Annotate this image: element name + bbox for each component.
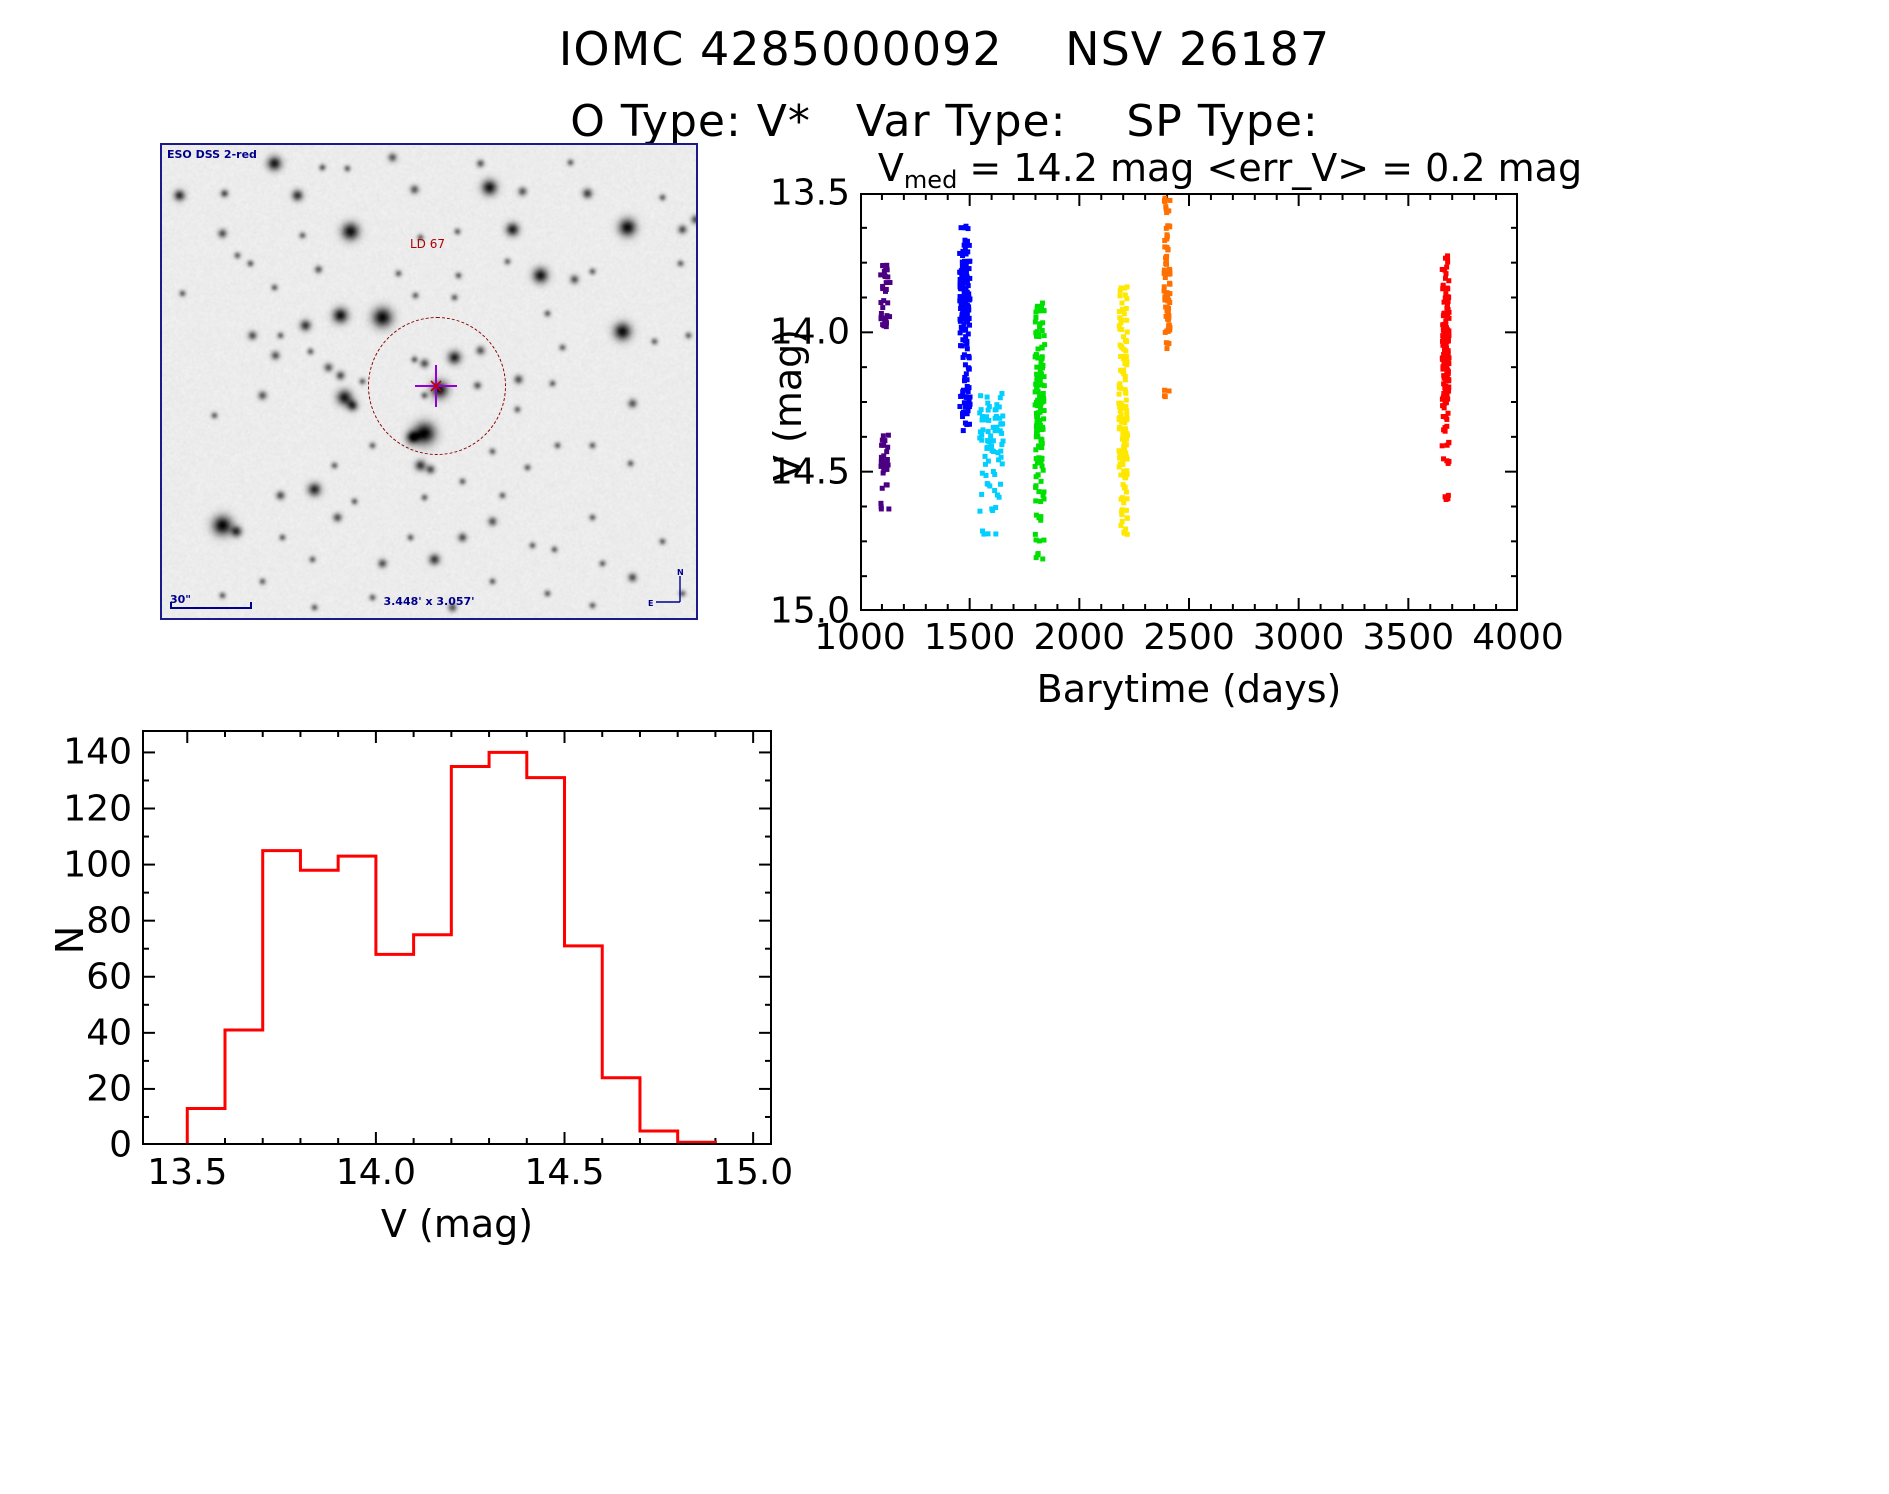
lightcurve-y-tick: 15.0 bbox=[769, 590, 850, 632]
lightcurve-y-tick: 14.0 bbox=[769, 311, 850, 353]
histogram-y-tick: 100 bbox=[63, 844, 132, 886]
lightcurve-x-tick: 2000 bbox=[1033, 617, 1126, 658]
vmed-subscript: med bbox=[903, 166, 958, 194]
lightcurve-x-axis-label: Barytime (days) bbox=[1036, 667, 1342, 711]
target-aperture-circle bbox=[368, 317, 506, 455]
lightcurve-x-tick: 2500 bbox=[1143, 617, 1235, 658]
lightcurve-plot: V (mag) Barytime (days) 13.5 14.0 14.5 15.0… bbox=[766, 173, 1564, 712]
scatter-series-epoch-3 bbox=[977, 391, 1006, 537]
compass-east-label: E bbox=[648, 599, 653, 608]
scalebar-label: 30" bbox=[170, 593, 192, 606]
scalebar-icon bbox=[170, 602, 252, 609]
survey-label: ESO DSS 2-red bbox=[167, 148, 257, 161]
histogram-x-tick: 13.5 bbox=[147, 1152, 228, 1193]
histogram-x-tick: 14.0 bbox=[335, 1152, 416, 1193]
histogram-y-tick: 40 bbox=[86, 1012, 132, 1054]
sky-image-panel: ESO DSS 2-red LD 67 30" 3.448' x 3.057' … bbox=[160, 143, 698, 620]
scatter-series-epoch-7 bbox=[1439, 253, 1452, 502]
compass-north-label: N bbox=[677, 568, 684, 577]
lightcurve-y-tick: 13.5 bbox=[769, 172, 850, 214]
histogram-y-tick: 60 bbox=[86, 956, 132, 998]
compass-rose-icon: N E bbox=[648, 568, 684, 608]
vmed-values: = 14.2 mag <err_V> = 0.2 mag bbox=[957, 146, 1583, 190]
lightcurve-y-tick: 14.5 bbox=[769, 451, 850, 493]
scatter-series-epoch-2 bbox=[957, 223, 973, 434]
histogram-y-tick: 140 bbox=[63, 731, 132, 773]
target-marker-icon bbox=[430, 380, 442, 392]
page-title: IOMC 4285000092 NSV 26187 bbox=[558, 22, 1331, 76]
object-type-line: O Type: V* Var Type: SP Type: bbox=[570, 96, 1319, 147]
lightcurve-x-tick: 1500 bbox=[923, 617, 1016, 658]
lightcurve-x-tick: 3500 bbox=[1362, 617, 1455, 658]
histogram-y-tick: 0 bbox=[109, 1124, 132, 1166]
histogram-y-tick: 120 bbox=[63, 788, 132, 829]
histogram-plot: N V (mag) 0 20 40 60 80 100 120 140 13.5 14.0 14.5… bbox=[48, 730, 793, 1246]
histogram-x-tick: 14.5 bbox=[524, 1152, 605, 1193]
header-block: IOMC 4285000092 NSV 26187 O Type: V* Var… bbox=[0, 0, 1889, 147]
lightcurve-x-tick: 4000 bbox=[1472, 617, 1564, 658]
vmed-symbol: V bbox=[877, 146, 904, 190]
lightcurve-x-tick: 1000 bbox=[814, 617, 906, 658]
histogram-x-axis-label: V (mag) bbox=[380, 1202, 534, 1246]
field-of-view-label: 3.448' x 3.057' bbox=[383, 595, 475, 608]
lightcurve-subtitle: Vmed = 14.2 mag <err_V> = 0.2 mag bbox=[760, 146, 1700, 194]
lightcurve-x-tick: 3000 bbox=[1252, 617, 1345, 658]
lightcurve-y-axis-label: V (mag) bbox=[766, 328, 810, 482]
lightcurve-canvas bbox=[860, 193, 1518, 611]
histogram-x-tick: 15.0 bbox=[713, 1152, 794, 1193]
lightcurve-axes-frame bbox=[860, 193, 1518, 611]
histogram-y-tick: 20 bbox=[86, 1068, 132, 1110]
object-annotation-label: LD 67 bbox=[410, 237, 446, 251]
histogram-axes-frame bbox=[142, 730, 772, 1145]
histogram-y-tick: 80 bbox=[86, 900, 132, 942]
scatter-series-epoch-5 bbox=[1116, 284, 1131, 537]
scatter-series-epoch-6 bbox=[1161, 195, 1173, 400]
scatter-series-epoch-4 bbox=[1032, 300, 1048, 562]
scatter-series-epoch-1 bbox=[878, 262, 893, 512]
